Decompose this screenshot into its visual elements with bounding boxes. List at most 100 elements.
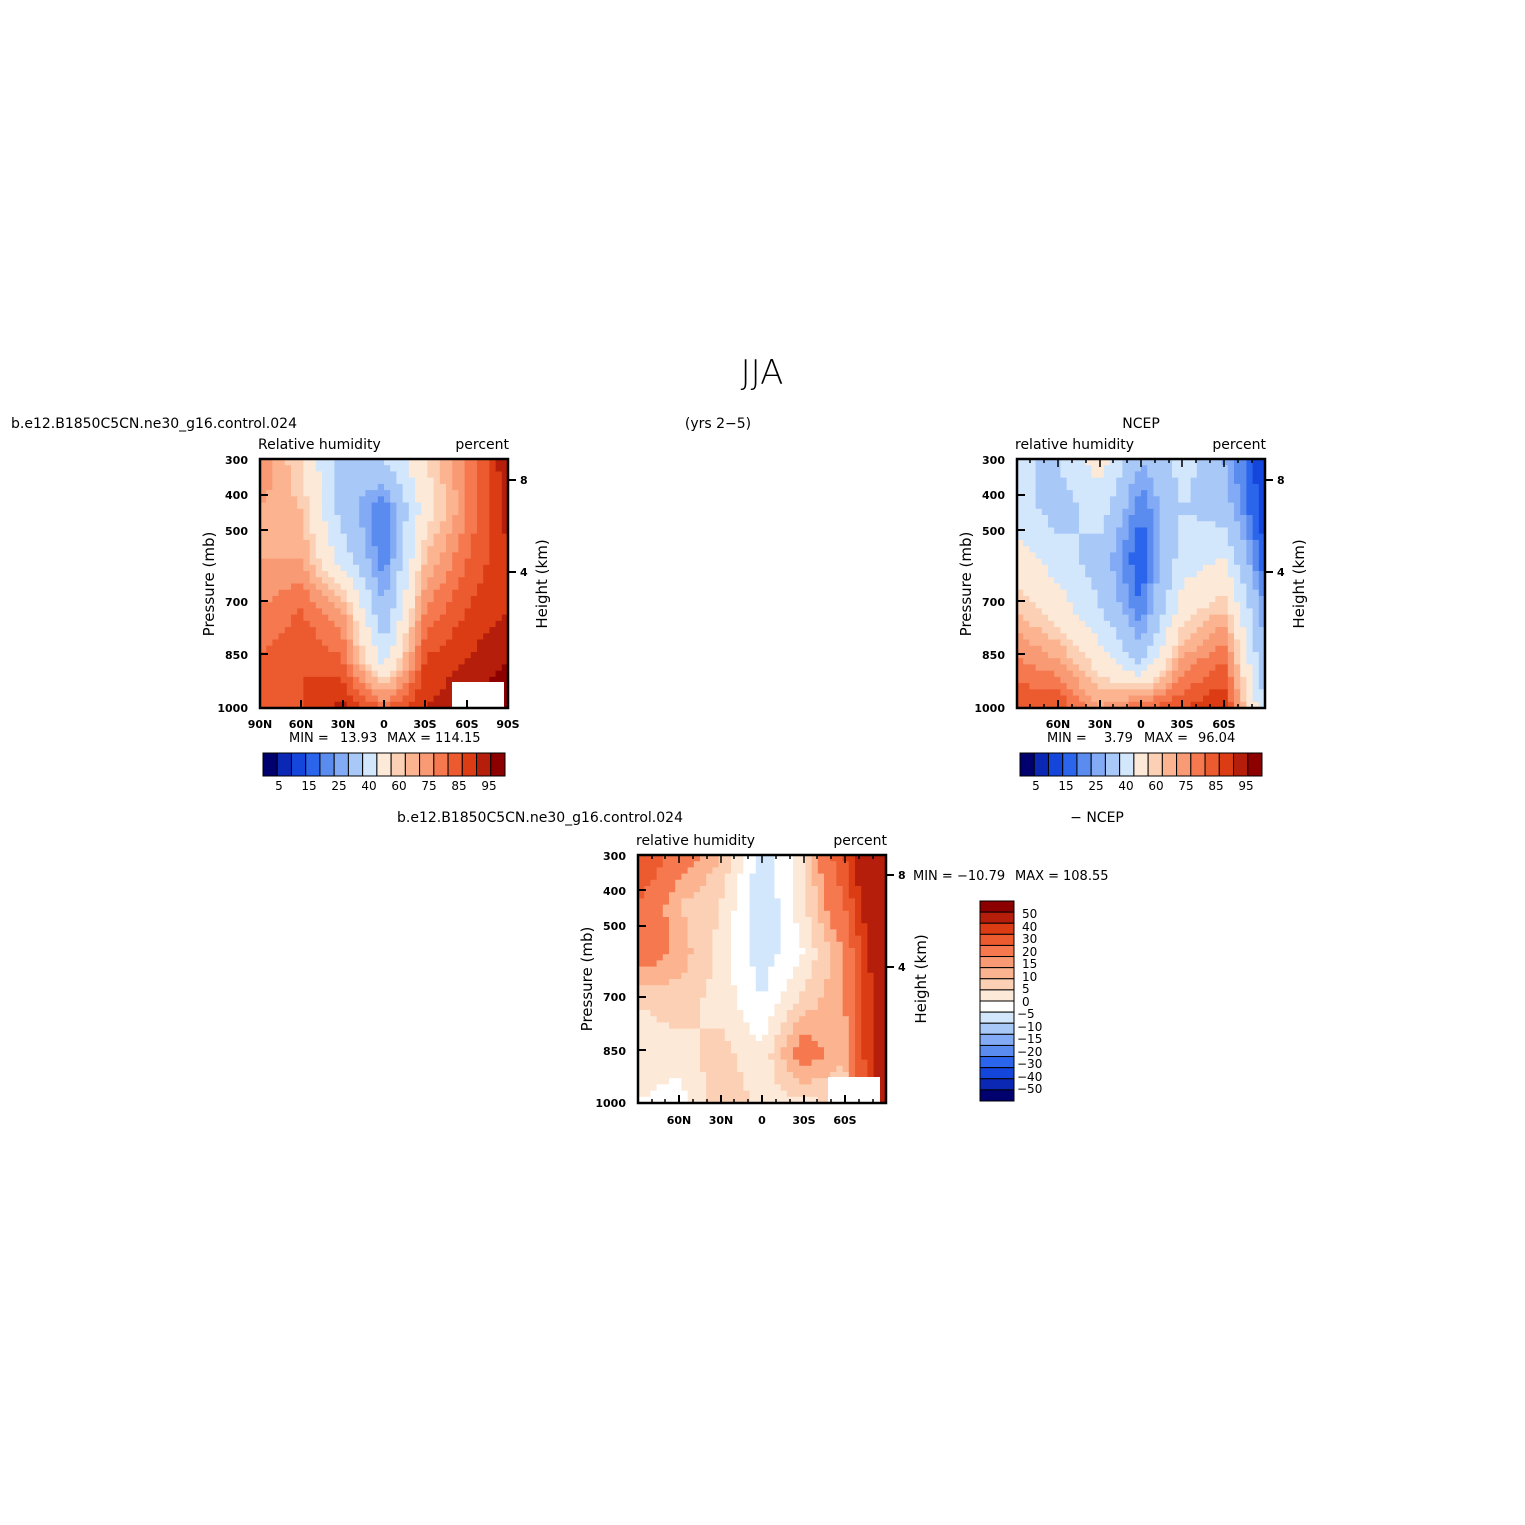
- contour-cell: [1017, 664, 1024, 672]
- contour-cell: [731, 1034, 738, 1042]
- contour-cell: [1190, 670, 1198, 678]
- contour-cell: [1060, 577, 1068, 585]
- contour-cell: [644, 904, 651, 912]
- contour-cell: [1141, 508, 1148, 516]
- contour-cell: [446, 502, 453, 510]
- contour-cell: [322, 521, 329, 529]
- contour-cell: [396, 608, 404, 616]
- contour-cell: [359, 558, 366, 566]
- contour-cell: [334, 608, 342, 616]
- contour-cell: [272, 533, 280, 541]
- contour-cell: [1128, 670, 1136, 678]
- contour-cell: [477, 521, 484, 529]
- contour-cell: [762, 923, 769, 930]
- contour-cell: [712, 1003, 720, 1011]
- contour-cell: [427, 539, 435, 547]
- contour-cell: [650, 1047, 658, 1054]
- contour-cell: [687, 879, 695, 887]
- contour-cell: [805, 960, 813, 968]
- contour-cell: [1103, 627, 1111, 634]
- contour-cell: [452, 502, 459, 510]
- contour-cell: [464, 651, 472, 659]
- contour-cell: [477, 614, 484, 622]
- contour-cell: [1234, 689, 1241, 697]
- contour-cell: [1116, 658, 1123, 666]
- contour-cell: [1240, 502, 1247, 510]
- contour-cell: [346, 508, 354, 516]
- contour-cell: [1097, 589, 1105, 597]
- contour-cell: [1252, 508, 1260, 516]
- contour-cell: [309, 465, 317, 473]
- contour-cell: [346, 620, 354, 628]
- contour-cell: [1221, 608, 1229, 616]
- contour-cell: [402, 689, 410, 697]
- contour-cell: [724, 910, 732, 918]
- contour-cell: [1215, 595, 1223, 603]
- contour-cell: [272, 670, 280, 678]
- contour-cell: [1209, 552, 1216, 560]
- contour-cell: [1184, 595, 1192, 603]
- contour-cell: [1048, 483, 1055, 491]
- contour-cell: [1258, 539, 1265, 547]
- contour-cell: [1246, 502, 1254, 510]
- contour-cell: [1246, 651, 1254, 659]
- contour-cell: [322, 515, 329, 522]
- contour-cell: [1227, 483, 1235, 491]
- contour-cell: [1240, 701, 1247, 708]
- contour-cell: [669, 941, 676, 949]
- contour-cell: [724, 873, 732, 881]
- contour-cell: [346, 627, 354, 634]
- contour-cell: [1128, 627, 1136, 634]
- contour-cell: [743, 923, 751, 930]
- contour-cell: [402, 701, 410, 708]
- contour-cell: [737, 923, 744, 930]
- contour-cell: [1017, 571, 1024, 578]
- contour-cell: [669, 879, 676, 887]
- contour-cell: [718, 985, 726, 992]
- contour-cell: [793, 929, 800, 937]
- contour-cell: [452, 533, 459, 541]
- contour-cell: [340, 633, 348, 641]
- contour-cell: [1060, 664, 1068, 672]
- contour-cell: [1103, 459, 1111, 466]
- contour-cell: [483, 502, 490, 510]
- contour-cell: [1184, 614, 1192, 622]
- contour-cell: [1116, 571, 1123, 578]
- contour-cell: [315, 459, 323, 466]
- contour-cell: [873, 1034, 881, 1042]
- contour-cell: [1172, 508, 1179, 516]
- contour-cell: [706, 948, 713, 955]
- contour-cell: [439, 546, 447, 553]
- contour-cell: [322, 639, 329, 647]
- contour-cell: [353, 521, 360, 529]
- contour-cell: [879, 991, 886, 999]
- contour-cell: [470, 583, 478, 591]
- contour-cell: [446, 689, 453, 697]
- contour-cell: [458, 496, 466, 504]
- contour-cell: [737, 979, 744, 986]
- contour-cell: [1103, 589, 1111, 597]
- contour-cell: [1097, 471, 1105, 479]
- contour-cell: [879, 1028, 886, 1036]
- contour-cell: [446, 633, 453, 641]
- contour-cell: [266, 515, 273, 522]
- contour-cell: [669, 923, 676, 930]
- contour-cell: [297, 602, 304, 609]
- contour-cell: [309, 552, 317, 560]
- contour-cell: [334, 633, 342, 641]
- contour-cell: [873, 1059, 881, 1067]
- contour-cell: [805, 1016, 813, 1023]
- contour-cell: [334, 496, 342, 504]
- contour-cell: [662, 954, 670, 961]
- contour-cell: [879, 917, 886, 924]
- contour-cell: [824, 1053, 831, 1061]
- contour-cell: [353, 546, 360, 553]
- contour-cell: [1234, 471, 1241, 479]
- contour-cell: [439, 502, 447, 510]
- contour-cell: [340, 695, 348, 703]
- contour-cell: [377, 614, 385, 622]
- contour-cell: [1252, 496, 1260, 504]
- contour-cell: [303, 701, 311, 708]
- cbar-label: 40: [361, 779, 376, 793]
- contour-cell: [284, 658, 292, 666]
